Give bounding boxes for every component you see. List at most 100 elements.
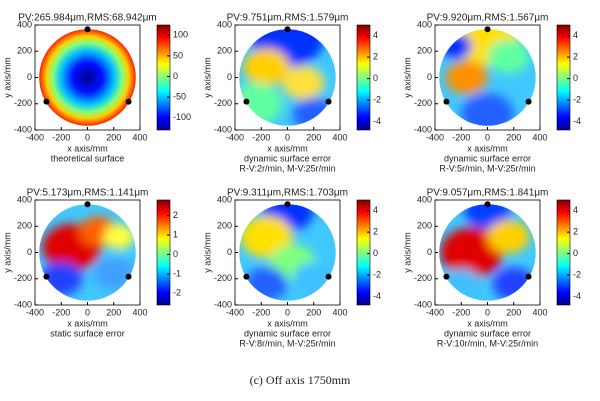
colorbar-tick-label: -2 [373, 269, 381, 279]
surface-map [439, 204, 536, 301]
x-tick-label: -200 [52, 132, 70, 142]
y-tick-label: 0 [427, 72, 432, 82]
support-point [325, 273, 332, 280]
support-point [43, 273, 50, 280]
blob [245, 267, 288, 301]
y-axis-label: y axis/mm [402, 57, 412, 98]
colorbar-tick-label: 0 [573, 248, 578, 258]
x-tick-label: 0 [285, 132, 290, 142]
x-tick-label: 0 [485, 307, 490, 317]
y-tick-label: -200 [414, 273, 432, 283]
x-tick-label: -200 [252, 132, 270, 142]
colorbar-tick-label: 1 [173, 229, 178, 239]
x-tick-label: 0 [85, 132, 90, 142]
support-point [525, 98, 532, 105]
y-tick-label: 400 [217, 19, 232, 29]
blob [442, 268, 481, 300]
panel: -400 -200 0 200 400-400-2000200400PV:265.984… [2, 13, 191, 164]
x-tick-label: -200 [452, 132, 470, 142]
colorbar-tick-label: 4 [373, 30, 378, 40]
y-tick-label: -400 [214, 299, 232, 309]
y-tick-label: 200 [217, 46, 232, 56]
surface-map [39, 204, 136, 301]
colorbar-tick-label: -4 [573, 116, 581, 126]
x-tick-label: 200 [506, 132, 521, 142]
panel-caption: R-V:5r/min, M-V:25r/min [439, 163, 535, 173]
y-tick-label: 200 [17, 221, 32, 231]
blob [440, 33, 472, 59]
colorbar-tick-label: 0 [373, 73, 378, 83]
panel-caption: static surface error [50, 328, 125, 338]
y-tick-label: 0 [27, 72, 32, 82]
x-tick-label: 200 [506, 307, 521, 317]
y-tick-label: -400 [414, 124, 432, 134]
blob [487, 219, 530, 254]
colorbar-tick-label: -100 [173, 112, 191, 122]
panel-caption: dynamic surface error [444, 328, 531, 338]
y-axis-label: y axis/mm [2, 57, 12, 98]
colorbar [556, 199, 571, 306]
colorbar-tick-label: 0 [173, 249, 178, 259]
x-axis-label: x axis/mm [67, 318, 108, 328]
blob [445, 60, 488, 95]
blob [103, 224, 135, 250]
y-tick-label: -400 [414, 299, 432, 309]
colorbar-tick-label: 2 [373, 52, 378, 62]
panel-caption: dynamic surface error [444, 153, 531, 163]
support-point [84, 201, 91, 208]
support-point [43, 98, 50, 105]
colorbar [156, 24, 171, 131]
colorbar-tick-label: 4 [373, 205, 378, 215]
colorbar-tick-label: -4 [373, 291, 381, 301]
y-tick-label: 0 [227, 72, 232, 82]
y-axis-label: y axis/mm [202, 232, 212, 273]
x-tick-label: -400 [26, 132, 44, 142]
support-point [325, 98, 332, 105]
y-axis-label: y axis/mm [402, 232, 412, 273]
y-tick-label: 400 [17, 19, 32, 29]
x-tick-label: 0 [85, 307, 90, 317]
colorbar-tick-label: 2 [573, 52, 578, 62]
colorbar-tick-label: 2 [573, 227, 578, 237]
panel-title: PV:9.057μm,RMS:1.841μm [427, 188, 549, 199]
y-tick-label: 400 [217, 194, 232, 204]
x-tick-label: 0 [485, 132, 490, 142]
colorbar-tick-label: 2 [373, 227, 378, 237]
panel: -400 -200 0 200 400-400-2000200400PV:9.311μm… [202, 188, 381, 349]
y-tick-label: 200 [17, 46, 32, 56]
y-tick-label: 0 [27, 247, 32, 257]
x-tick-label: -400 [426, 132, 444, 142]
x-tick-label: -200 [252, 307, 270, 317]
colorbar-tick-label: 0 [573, 73, 578, 83]
y-tick-label: -400 [14, 124, 32, 134]
y-tick-label: -200 [14, 273, 32, 283]
panel-title: PV:9.311μm,RMS:1.703μm [227, 188, 348, 199]
y-tick-label: -200 [14, 98, 32, 108]
support-point [84, 26, 91, 33]
y-tick-label: 400 [417, 194, 432, 204]
support-point [125, 98, 132, 105]
colorbar [556, 24, 571, 131]
y-tick-label: -400 [14, 299, 32, 309]
support-point [284, 26, 291, 33]
y-axis-label: y axis/mm [202, 57, 212, 98]
panel-title: PV:265.984μm,RMS:68.942μm [18, 13, 156, 24]
x-tick-label: 400 [132, 132, 147, 142]
x-tick-label: 200 [306, 307, 321, 317]
panel: -400 -200 0 200 400-400-2000200400PV:5.173μm… [2, 188, 181, 339]
blob [240, 215, 293, 258]
colorbar-tick-label: -1 [173, 268, 181, 278]
x-tick-label: -400 [226, 307, 244, 317]
x-tick-label: -400 [226, 132, 244, 142]
surface-map [239, 29, 336, 126]
y-tick-label: -200 [214, 98, 232, 108]
colorbar-tick-label: 4 [573, 30, 578, 40]
colorbar-tick-label: -2 [173, 288, 181, 298]
colorbar [156, 199, 171, 306]
x-tick-label: -400 [26, 307, 44, 317]
y-tick-label: 200 [417, 46, 432, 56]
x-tick-label: 200 [106, 132, 121, 142]
y-tick-label: 200 [217, 221, 232, 231]
panel-title: PV:9.751μm,RMS:1.579μm [227, 13, 349, 24]
blob [440, 227, 504, 278]
